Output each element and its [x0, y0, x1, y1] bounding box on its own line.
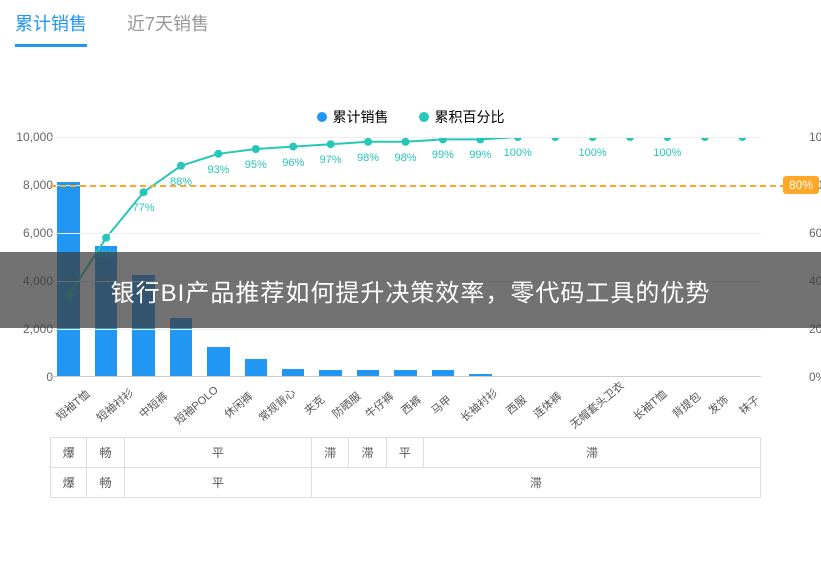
y-left-tick: 6,000	[8, 226, 53, 240]
pct-label: 88%	[170, 176, 192, 188]
legend-bar-dot	[317, 112, 327, 122]
y-left-tick: 10,000	[8, 130, 53, 144]
pct-label: 93%	[207, 164, 229, 176]
y-left-tick: 8,000	[8, 178, 53, 192]
x-label: 长袖衬衫	[457, 385, 501, 426]
pct-label: 97%	[320, 154, 342, 166]
grid-line	[50, 329, 761, 330]
reference-line	[50, 185, 816, 187]
legend-line-label: 累积百分比	[435, 107, 505, 127]
x-label: 夹克	[298, 389, 332, 421]
pct-label: 96%	[282, 157, 304, 169]
x-label: 中短裤	[135, 388, 171, 421]
grid-line	[50, 137, 761, 138]
bar	[245, 359, 267, 376]
x-label: 短袖T恤	[52, 386, 93, 424]
bar	[319, 370, 341, 376]
bar	[282, 369, 304, 376]
x-label: 防晒服	[328, 388, 364, 421]
bar	[394, 370, 416, 376]
category-cell: 滞	[424, 438, 761, 467]
x-label: 发饰	[701, 389, 735, 421]
category-cell: 滞	[312, 438, 349, 467]
y-right-tick: 0%	[809, 370, 821, 384]
x-label: 牛仔裤	[361, 388, 397, 421]
grid-line	[50, 233, 761, 234]
pct-label: 77%	[133, 202, 155, 214]
y-right-tick: 60%	[809, 226, 821, 240]
bar	[207, 347, 229, 376]
x-label: 短袖衬衫	[93, 385, 137, 426]
tab-cumulative-sales[interactable]: 累计销售	[15, 10, 87, 47]
x-label: 连体裤	[530, 388, 566, 421]
x-axis-labels: 短袖T恤短袖衬衫中短裤短袖POLO休闲裤常规背心夹克防晒服牛仔裤西裤马甲长袖衬衫…	[50, 381, 761, 397]
pct-label: 100%	[579, 147, 607, 159]
bar	[357, 370, 379, 376]
pct-label: 99%	[469, 149, 491, 161]
pct-label: 100%	[653, 147, 681, 159]
legend: 累计销售 累积百分比	[0, 107, 821, 127]
legend-line: 累积百分比	[419, 107, 505, 127]
legend-bar-label: 累计销售	[333, 107, 389, 127]
y-right-tick: 100%	[809, 130, 821, 144]
category-cell: 爆	[50, 468, 87, 497]
tabs: 累计销售 近7天销售	[0, 0, 821, 47]
pct-label: 100%	[504, 147, 532, 159]
category-cell: 滞	[312, 468, 761, 497]
category-cell: 平	[387, 438, 424, 467]
x-label: 常规背心	[255, 385, 299, 426]
overlay-banner: 银行BI产品推荐如何提升决策效率，零代码工具的优势	[0, 252, 821, 328]
bar	[469, 374, 491, 376]
category-cell: 畅	[87, 438, 124, 467]
x-label: 长袖T恤	[630, 386, 671, 424]
x-label: 休闲裤	[221, 388, 257, 421]
category-row: 爆畅平滞	[50, 467, 761, 498]
legend-bar: 累计销售	[317, 107, 389, 127]
x-label: 西服	[499, 389, 533, 421]
x-label: 短袖POLO	[171, 382, 222, 428]
category-row: 爆畅平滞滞平滞	[50, 437, 761, 467]
overlay-text: 银行BI产品推荐如何提升决策效率，零代码工具的优势	[111, 273, 711, 308]
reference-badge: 80%	[783, 176, 819, 194]
x-label: 无帽套头卫衣	[567, 378, 628, 433]
category-cell: 平	[125, 438, 312, 467]
category-cell: 畅	[87, 468, 124, 497]
category-cell: 滞	[349, 438, 386, 467]
x-label: 马甲	[425, 389, 459, 421]
pct-label: 98%	[357, 152, 379, 164]
pct-label: 95%	[245, 159, 267, 171]
pct-label: 98%	[394, 152, 416, 164]
y-left-tick: 0	[8, 370, 53, 384]
legend-line-dot	[419, 112, 429, 122]
category-cell: 爆	[50, 438, 87, 467]
x-label: 背提包	[669, 388, 705, 421]
bar	[432, 370, 454, 376]
x-label: 袜子	[732, 389, 766, 421]
pct-label: 99%	[432, 149, 454, 161]
x-label: 西裤	[394, 389, 428, 421]
category-table: 爆畅平滞滞平滞爆畅平滞	[50, 437, 761, 498]
tab-7day-sales[interactable]: 近7天销售	[127, 10, 209, 47]
category-cell: 平	[125, 468, 312, 497]
